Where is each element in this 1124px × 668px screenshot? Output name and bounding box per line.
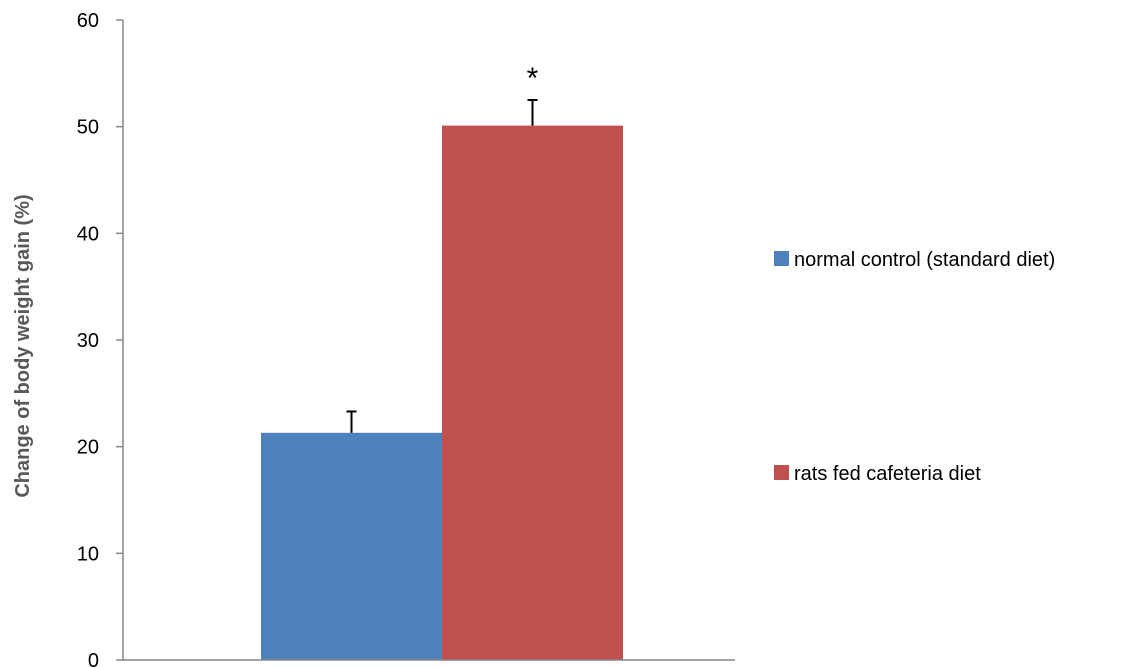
y-axis-label: Change of body weight gain (%) bbox=[12, 194, 34, 497]
y-tick-label: 20 bbox=[77, 437, 99, 459]
error-bars bbox=[346, 99, 538, 433]
y-tick-label: 40 bbox=[77, 223, 99, 245]
bar-1 bbox=[261, 432, 442, 660]
y-tick-label: 0 bbox=[88, 650, 99, 668]
y-tick-label: 50 bbox=[77, 117, 99, 139]
bars bbox=[261, 125, 623, 661]
significance-marker: * bbox=[527, 62, 539, 95]
y-axis-ticks: 0 10 20 30 40 50 60 bbox=[77, 10, 123, 668]
legend-swatch-1 bbox=[774, 251, 789, 266]
legend-label-1: normal control (standard diet) bbox=[794, 249, 1055, 271]
y-tick-label: 30 bbox=[77, 330, 99, 352]
legend-swatch-2 bbox=[774, 465, 789, 480]
legend-label-2: rats fed cafeteria diet bbox=[794, 463, 981, 485]
legend: normal control (standard diet) rats fed c… bbox=[774, 249, 1055, 485]
significance-annotations: * bbox=[527, 62, 539, 95]
bar-2 bbox=[442, 125, 623, 661]
y-tick-label: 10 bbox=[77, 543, 99, 565]
y-tick-label: 60 bbox=[77, 10, 99, 32]
